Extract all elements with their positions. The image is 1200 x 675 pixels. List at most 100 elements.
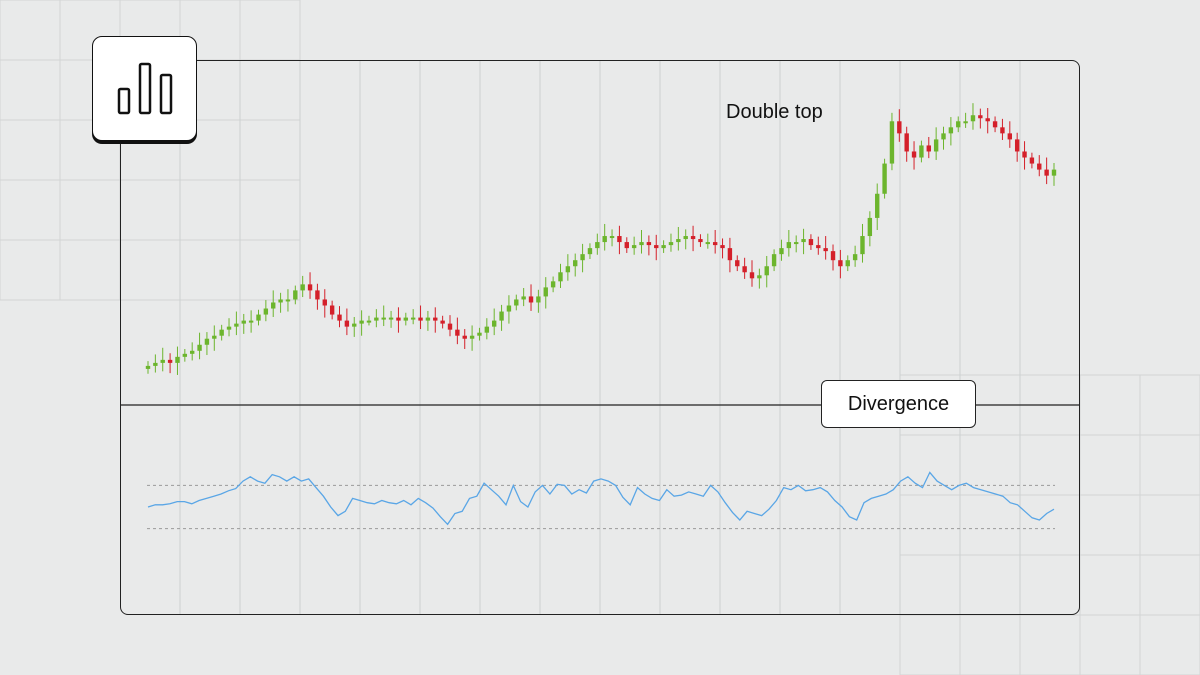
candle-body xyxy=(661,245,666,249)
candle-body xyxy=(1014,139,1020,152)
candle-body xyxy=(263,308,269,315)
candle-body xyxy=(735,260,740,267)
candle-body xyxy=(793,242,799,245)
candle-body xyxy=(359,320,364,324)
candle-body xyxy=(477,332,482,336)
candle-body xyxy=(1000,127,1005,134)
candle-body xyxy=(639,242,644,246)
candle-body xyxy=(1037,163,1042,170)
candle-body xyxy=(241,320,246,324)
candle-body xyxy=(396,317,401,321)
candle-body xyxy=(322,299,327,306)
candle-body xyxy=(970,115,976,122)
double-top-label: Double top xyxy=(726,101,823,123)
candle-body xyxy=(374,317,379,321)
candle-body xyxy=(182,353,188,357)
candle-body xyxy=(720,245,725,249)
candle-body xyxy=(911,151,917,158)
candle-body xyxy=(337,314,342,321)
candle-body xyxy=(624,242,629,249)
candle-body xyxy=(845,260,850,267)
oscillator-line xyxy=(147,471,1055,526)
candle-body xyxy=(992,121,998,128)
candle-body xyxy=(1007,133,1013,140)
candle-body xyxy=(956,121,961,128)
candle-body xyxy=(462,335,467,339)
candle-body xyxy=(381,317,386,320)
candle-body xyxy=(705,242,711,245)
candle-body xyxy=(646,242,652,246)
candle-body xyxy=(801,239,806,243)
candle-body xyxy=(727,248,733,261)
candle-body xyxy=(344,320,350,327)
candle-body xyxy=(933,139,939,152)
candle-body xyxy=(293,290,298,300)
candle-body xyxy=(484,326,490,333)
candle-body xyxy=(433,317,438,321)
candle-body xyxy=(764,266,769,276)
candle-body xyxy=(882,163,887,194)
candle-body xyxy=(469,335,475,339)
candle-body xyxy=(455,329,460,336)
candle-body xyxy=(690,236,696,240)
candle-body xyxy=(1051,169,1057,176)
candle-body xyxy=(698,239,703,243)
candle-body xyxy=(852,254,858,261)
candle-body xyxy=(823,248,828,252)
candle-body xyxy=(307,284,313,291)
candle-body xyxy=(742,266,747,273)
candle-body xyxy=(145,365,151,369)
candle-body xyxy=(410,317,416,320)
candle-body xyxy=(234,323,239,327)
candle-body xyxy=(403,317,409,321)
candle-body xyxy=(388,317,394,320)
candle-body xyxy=(558,272,563,282)
candle-body xyxy=(278,299,283,303)
candle-body xyxy=(506,305,512,312)
candle-body xyxy=(271,302,276,309)
divergence-label: Divergence xyxy=(821,380,976,428)
candle-body xyxy=(226,326,232,330)
candle-body xyxy=(440,320,445,324)
candle-body xyxy=(1044,169,1049,176)
candle-body xyxy=(676,239,681,243)
candle-body xyxy=(204,338,210,345)
candle-body xyxy=(167,359,173,363)
candle-body xyxy=(189,350,195,354)
candle-body xyxy=(631,245,637,249)
candle-body xyxy=(683,236,688,240)
candle-body xyxy=(595,242,600,249)
candle-body xyxy=(779,248,784,255)
candle-body xyxy=(786,242,792,249)
candle-body xyxy=(285,299,291,302)
candle-body xyxy=(536,296,541,303)
candle-body xyxy=(948,127,954,134)
candle-body xyxy=(528,296,534,303)
candle-body xyxy=(654,245,659,249)
candle-body xyxy=(521,296,526,300)
candle-body xyxy=(919,145,924,158)
candle-body xyxy=(757,275,762,279)
candle-body xyxy=(978,115,983,119)
candle-body xyxy=(514,299,519,306)
candle-body xyxy=(573,260,578,267)
candle-body xyxy=(749,272,755,279)
candle-body xyxy=(418,317,423,321)
candle-body xyxy=(771,254,777,267)
candle-body xyxy=(425,317,431,321)
candle-body xyxy=(897,121,902,134)
candle-body xyxy=(816,245,821,249)
candle-body xyxy=(712,242,718,246)
chart-plot-area xyxy=(121,61,1079,614)
candle-body xyxy=(926,145,931,152)
candle-body xyxy=(668,242,674,246)
candle-body xyxy=(587,248,593,255)
candle-body xyxy=(300,284,305,291)
candle-body xyxy=(219,329,224,336)
candle-body xyxy=(175,356,180,363)
candle-body xyxy=(565,266,571,273)
candle-body xyxy=(904,133,909,152)
candle-body xyxy=(875,193,880,218)
candle-body xyxy=(580,254,585,261)
candle-body xyxy=(366,320,372,323)
